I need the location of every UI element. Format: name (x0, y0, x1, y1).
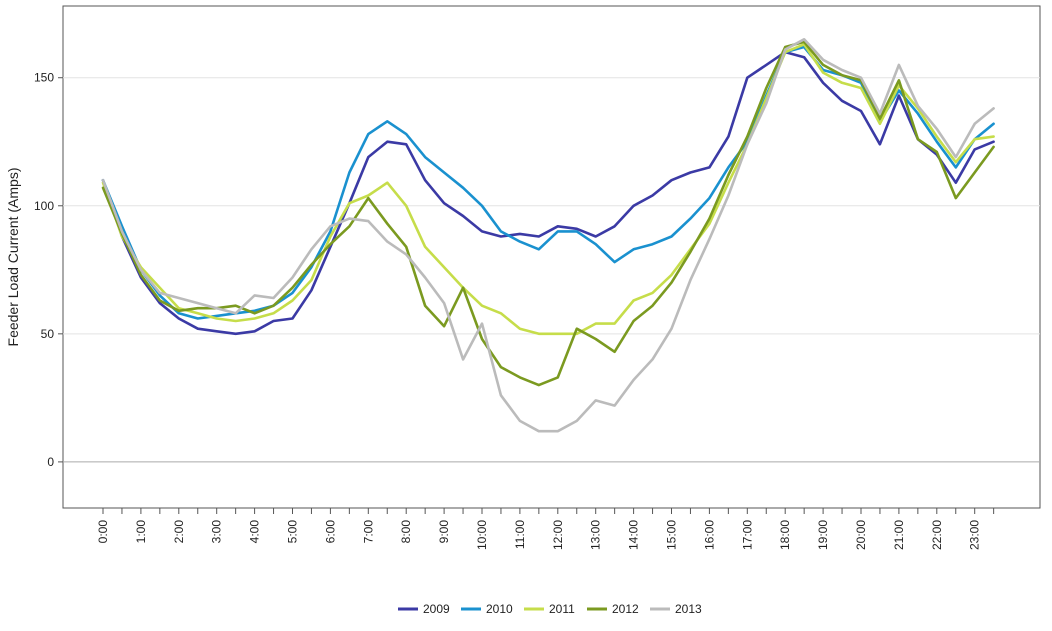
x-tick-label: 0:00 (96, 520, 110, 544)
legend-label-2011: 2011 (549, 602, 575, 616)
x-tick-label: 9:00 (437, 520, 451, 544)
legend-label-2010: 2010 (486, 602, 513, 616)
x-tick-label: 18:00 (778, 520, 792, 550)
x-tick-label: 12:00 (551, 520, 565, 550)
x-tick-label: 14:00 (627, 520, 641, 550)
x-tick-label: 2:00 (172, 520, 186, 544)
x-tick-label: 7:00 (361, 520, 375, 544)
x-tick-label: 19:00 (816, 520, 830, 550)
x-tick-label: 22:00 (930, 520, 944, 550)
series-line-2011 (101, 43, 995, 336)
x-tick-label: 5:00 (286, 520, 300, 544)
x-tick-label: 20:00 (854, 520, 868, 550)
y-axis-title: Feeder Load Current (Amps) (5, 168, 21, 347)
y-tick-label: 100 (34, 199, 54, 213)
x-tick-label: 6:00 (323, 520, 337, 544)
x-tick-label: 16:00 (702, 520, 716, 550)
x-tick-label: 11:00 (513, 520, 527, 549)
x-axis-ticks: 0:00 1:00 2:00 3:00 4:00 5:00 6:00 7:00 8:00 9:00… (96, 508, 995, 550)
y-tick-label: 150 (34, 71, 54, 85)
x-tick-label: 21:00 (892, 520, 906, 550)
legend-label-2009: 2009 (423, 602, 450, 616)
plot-frame (62, 5, 1041, 509)
x-tick-label: 23:00 (968, 520, 982, 550)
legend: 2009 2010 2011 2012 2013 (398, 602, 702, 616)
series-line-2009 (101, 50, 995, 336)
legend-label-2013: 2013 (675, 602, 702, 616)
x-tick-label: 1:00 (134, 520, 148, 544)
series-line-2012 (101, 40, 995, 387)
x-tick-label: 4:00 (248, 520, 262, 544)
x-tick-label: 8:00 (399, 520, 413, 544)
x-tick-label: 15:00 (665, 520, 679, 550)
y-tick-label: 0 (47, 455, 54, 469)
x-tick-label: 3:00 (210, 520, 224, 544)
x-tick-label: 17:00 (740, 520, 754, 550)
y-tick-label: 50 (41, 327, 55, 341)
legend-label-2012: 2012 (612, 602, 639, 616)
x-tick-label: 10:00 (475, 520, 489, 550)
series-lines (101, 37, 995, 433)
series-line-2013 (101, 37, 995, 433)
x-tick-label: 13:00 (589, 520, 603, 550)
y-axis-ticks: 0 50 100 150 (34, 71, 63, 469)
